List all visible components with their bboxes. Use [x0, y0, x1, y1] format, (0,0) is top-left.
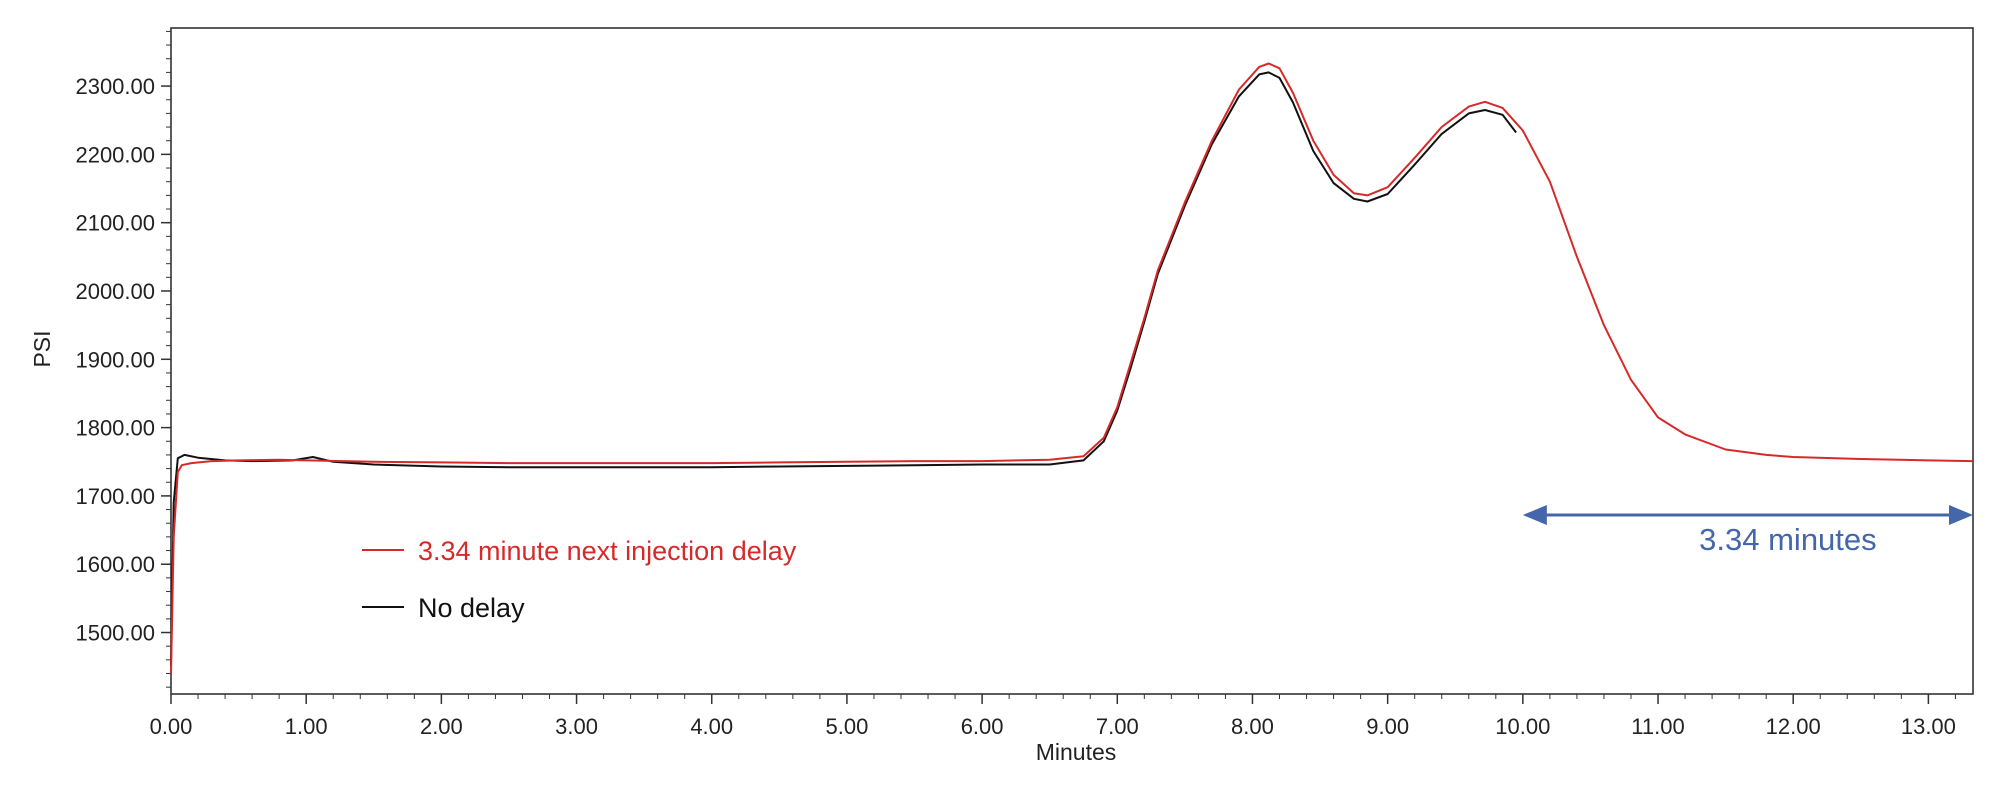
- y-tick-label: 2200.00: [75, 142, 155, 167]
- plot-frame: [170, 27, 1974, 695]
- x-axis-title: Minutes: [1036, 739, 1117, 765]
- legend-label-0: 3.34 minute next injection delay: [418, 536, 797, 566]
- y-tick-label: 1800.00: [75, 416, 155, 441]
- y-tick-label: 2300.00: [75, 74, 155, 99]
- y-tick-label: 1900.00: [75, 347, 155, 372]
- annotation-label: 3.34 minutes: [1699, 522, 1877, 557]
- x-tick-label: 11.00: [1631, 714, 1684, 739]
- legend: 3.34 minute next injection delay No delay: [362, 536, 797, 623]
- annotation-layer: 3.34 minutes: [1522, 505, 1973, 557]
- x-tick-label: 13.00: [1901, 714, 1956, 739]
- x-tick-label: 1.00: [285, 714, 328, 739]
- x-tick-label: 8.00: [1231, 714, 1274, 739]
- series-line-0: [170, 62, 1974, 674]
- series-layer: [170, 62, 1974, 674]
- y-tick-label: 1600.00: [75, 552, 155, 577]
- x-tick-label: 4.00: [690, 714, 733, 739]
- x-tick-label: 10.00: [1495, 714, 1550, 739]
- y-tick-label: 1500.00: [75, 621, 155, 646]
- x-tick-label: 7.00: [1096, 714, 1139, 739]
- x-tick-label: 2.00: [420, 714, 463, 739]
- x-tick-label: 5.00: [826, 714, 869, 739]
- series-line-1: [170, 71, 1517, 666]
- x-tick-label: 3.00: [555, 714, 598, 739]
- x-tick-label: 9.00: [1366, 714, 1409, 739]
- y-tick-label: 2000.00: [75, 279, 155, 304]
- x-tick-label: 12.00: [1766, 714, 1821, 739]
- x-tick-label: 0.00: [150, 714, 193, 739]
- annotation-arrowhead-right: [1949, 505, 1973, 526]
- annotation-arrowhead-left: [1522, 505, 1547, 526]
- y-tick-label: 1700.00: [75, 484, 155, 509]
- x-tick-label: 6.00: [961, 714, 1004, 739]
- axes: 0.00 1.00 2.00 3.00 4.00 5.00 6.00 7.00 8.00 9.00…: [29, 27, 1974, 765]
- y-axis-title: PSI: [29, 330, 55, 367]
- y-tick-label: 2100.00: [75, 211, 155, 236]
- legend-label-1: No delay: [418, 593, 525, 623]
